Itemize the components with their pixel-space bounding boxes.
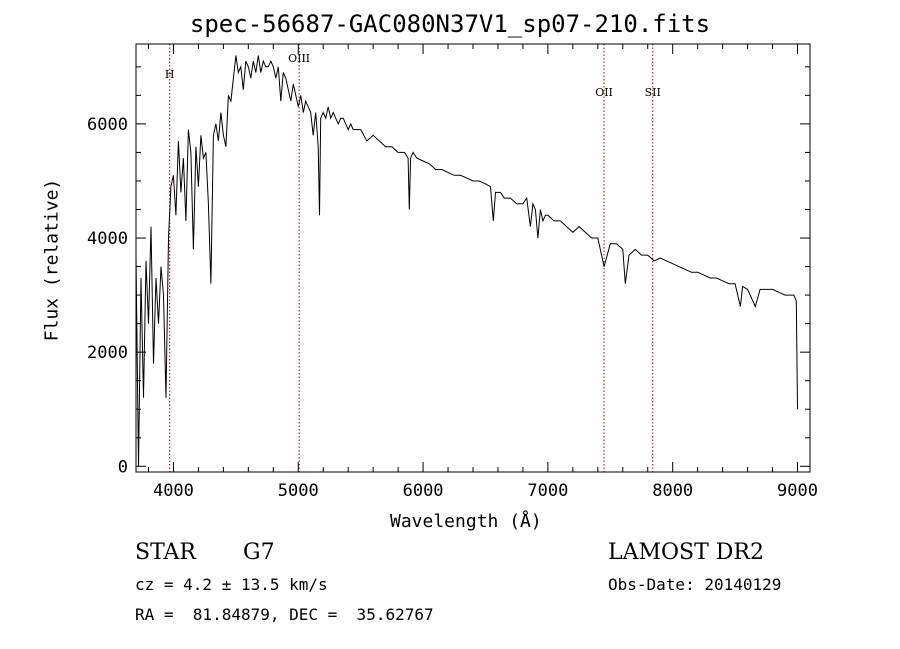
object-subclass: G7: [243, 540, 275, 565]
y-tick-label: 2000: [87, 343, 128, 363]
x-tick-label: 8000: [652, 481, 693, 501]
chart-title: spec-56687-GAC080N37V1_sp07-210.fits: [189, 10, 711, 38]
redshift-text: cz = 4.2 ± 13.5 km/s: [135, 575, 328, 594]
x-tick-label: 5000: [278, 481, 319, 501]
coordinates-text: RA = 81.84879, DEC = 35.62767: [135, 605, 434, 624]
x-tick-label: 9000: [777, 481, 818, 501]
y-axis-label: Flux (relative): [41, 178, 63, 342]
annotation-label: H: [165, 68, 175, 81]
annotation-label: SII: [645, 86, 661, 99]
y-tick-label: 6000: [87, 115, 128, 135]
spectrum-line: [136, 55, 798, 467]
annotation-label: OII: [595, 86, 613, 99]
y-tick-label: 4000: [87, 229, 128, 249]
annotation-label: OIII: [288, 52, 310, 65]
x-axis-label: Wavelength (Å): [390, 511, 542, 532]
plot-frame: [135, 43, 811, 473]
obs-date-text: Obs-Date: 20140129: [608, 575, 782, 594]
x-tick-label: 6000: [403, 481, 444, 501]
survey-label: LAMOST DR2: [608, 540, 764, 565]
object-class: STAR: [135, 540, 196, 565]
x-tick-label: 7000: [527, 481, 568, 501]
x-tick-label: 4000: [153, 481, 194, 501]
y-tick-label: 0: [118, 457, 128, 477]
